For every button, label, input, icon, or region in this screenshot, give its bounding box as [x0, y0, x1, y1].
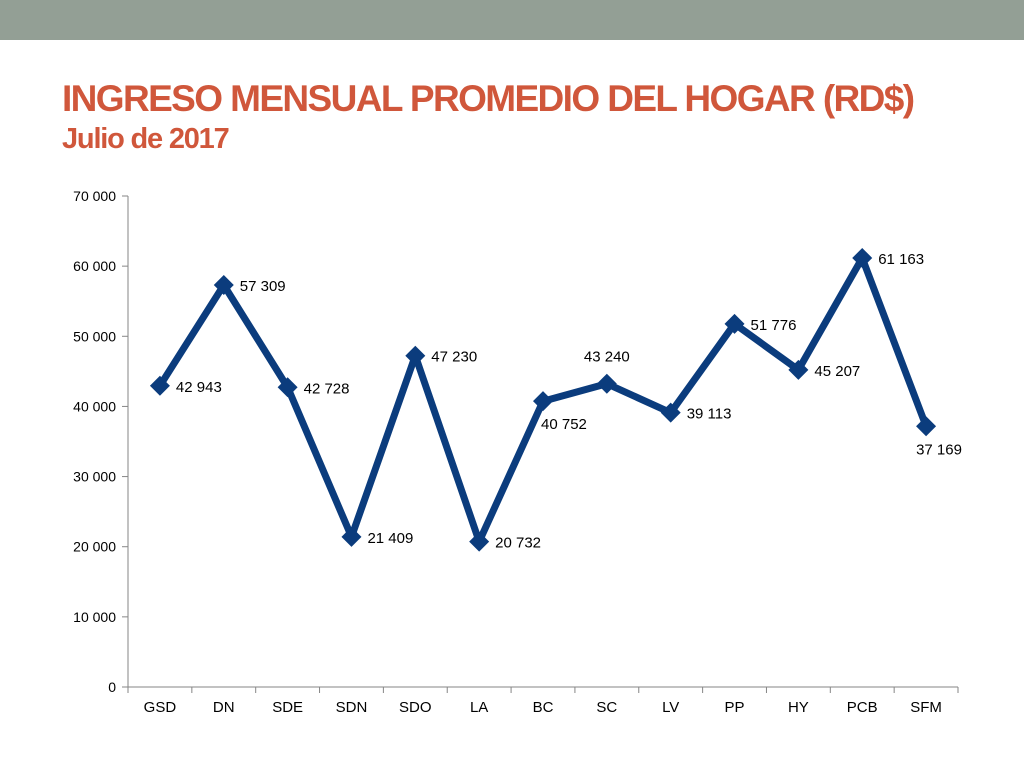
x-tick-label-pcb: PCB — [847, 699, 878, 716]
x-tick-label-bc: BC — [533, 699, 554, 716]
slide-subtitle: Julio de 2017 — [62, 123, 230, 155]
x-tick-label-sdo: SDO — [399, 699, 432, 716]
data-point-la — [469, 531, 490, 552]
x-tick-label-sc: SC — [596, 699, 617, 716]
x-tick-label-sfm: SFM — [910, 699, 942, 716]
data-point-sde — [277, 377, 298, 398]
y-tick-label: 0 — [108, 679, 116, 695]
data-label-sdo: 47 230 — [431, 349, 477, 366]
data-point-pp — [724, 313, 745, 334]
y-tick-label: 30 000 — [73, 469, 116, 485]
data-point-sc — [596, 373, 617, 394]
y-tick-label: 40 000 — [73, 398, 116, 414]
data-label-sdn: 21 409 — [367, 530, 413, 547]
data-label-pcb: 61 163 — [878, 251, 924, 268]
data-point-dn — [213, 275, 234, 296]
series-income — [149, 247, 937, 552]
x-tick-label-la: LA — [470, 699, 488, 716]
data-label-sfm: 37 169 — [916, 441, 962, 458]
y-axis: 0 10 000 20 000 30 000 40 000 50 000 60 000 70 … — [73, 188, 129, 695]
data-point-bc — [533, 391, 553, 412]
data-label-la: 20 732 — [495, 535, 541, 552]
slide-title: INGRESO MENSUAL PROMEDIO DEL HOGAR (RD$) — [62, 78, 915, 119]
y-tick-label: 20 000 — [73, 539, 116, 555]
data-label-bc: 40 752 — [541, 416, 587, 433]
y-tick-label: 60 000 — [73, 258, 116, 274]
data-point-pcb — [852, 247, 873, 268]
x-tick-label-pp: PP — [725, 699, 745, 716]
x-tick-label-hy: HY — [788, 699, 809, 716]
x-tick-label-lv: LV — [662, 699, 679, 716]
x-tick-label-gsd: GSD — [144, 699, 177, 716]
data-point-gsd — [149, 375, 170, 396]
x-tick-label-dn: DN — [213, 699, 235, 716]
y-tick-label: 50 000 — [73, 328, 116, 344]
data-labels: 42 943 57 309 42 728 21 409 47 230 20 732 40 7… — [176, 251, 962, 552]
data-label-gsd: 42 943 — [176, 379, 222, 396]
y-tick-label: 10 000 — [73, 609, 116, 625]
data-point-sfm — [916, 416, 937, 437]
x-tick-label-sdn: SDN — [336, 699, 368, 716]
data-label-sc: 43 240 — [584, 349, 630, 366]
x-axis: GSD DN SDE SDN SDO LA BC SC LV PP HY PCB SFM — [127, 686, 959, 716]
data-point-sdn — [341, 526, 362, 547]
y-tick-label: 70 000 — [73, 188, 116, 204]
top-decorative-bar — [0, 0, 1024, 40]
data-point-lv — [660, 402, 681, 423]
x-tick-label-sde: SDE — [272, 699, 303, 716]
data-label-lv: 39 113 — [687, 406, 732, 423]
data-label-pp: 51 776 — [751, 317, 797, 334]
data-label-sde: 42 728 — [304, 380, 350, 397]
data-point-hy — [788, 359, 809, 380]
data-label-dn: 57 309 — [240, 278, 286, 295]
data-point-sdo — [405, 345, 426, 366]
data-label-hy: 45 207 — [814, 363, 860, 380]
